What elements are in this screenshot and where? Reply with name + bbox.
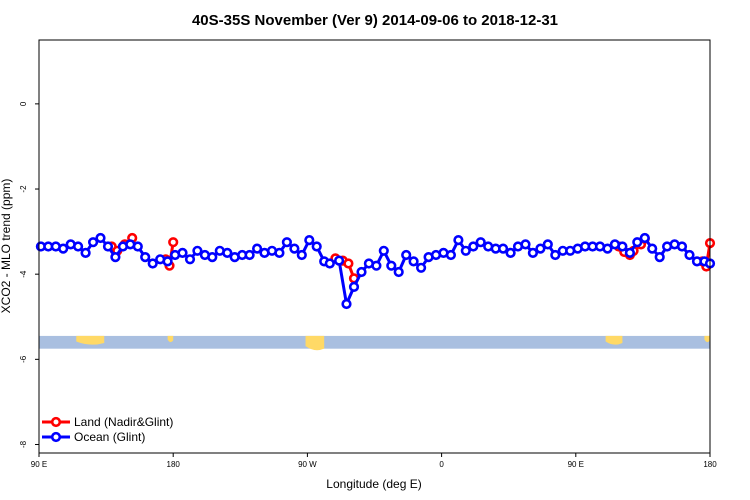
ocean-series-point — [95, 232, 106, 244]
ocean-series-point — [177, 247, 188, 258]
ocean-series-point — [110, 252, 121, 263]
series-layer — [35, 232, 716, 310]
legend-ocean-label: Ocean (Glint) — [74, 430, 145, 444]
x-tick-label: 0 — [439, 460, 444, 469]
legend-ocean-marker — [50, 431, 62, 443]
ocean-series-point — [460, 245, 471, 256]
ocean-series-point — [453, 235, 464, 246]
ocean-series-point — [535, 243, 546, 254]
x-axis: 90 E 180 90 W 0 90 E 180 — [31, 453, 717, 469]
x-tick-label: 90 E — [568, 460, 584, 469]
y-axis: 0 -2 -4 -6 -8 — [19, 101, 39, 448]
ocean-series-point — [132, 241, 143, 252]
ocean-series-point — [184, 254, 196, 265]
land-mass — [167, 335, 174, 343]
ocean-series-point — [401, 249, 412, 261]
y-tick-label: 0 — [19, 101, 28, 106]
ocean-series-point — [602, 243, 613, 254]
land-mass — [76, 335, 105, 345]
x-tick-label: 180 — [703, 460, 717, 469]
ocean-series-point — [244, 249, 255, 261]
ocean-series-point — [80, 247, 91, 258]
ocean-series-point — [147, 258, 158, 269]
legend-land-label: Land (Nadir&Glint) — [74, 415, 173, 429]
ocean-series-point — [140, 252, 151, 263]
x-tick-label: 180 — [167, 460, 181, 469]
ocean-series-point — [356, 266, 367, 278]
ocean-series-point — [684, 249, 695, 261]
map-strip-ocean — [39, 335, 710, 349]
land-mass — [704, 335, 710, 343]
y-tick-label: -2 — [19, 185, 28, 193]
ocean-series-point — [162, 256, 173, 267]
ocean-series-point — [304, 235, 315, 246]
x-tick-label: 90 W — [298, 460, 317, 469]
legend: Land (Nadir&Glint) Ocean (Glint) — [42, 415, 173, 444]
ocean-series-point — [296, 249, 307, 261]
ocean-series-point — [348, 281, 360, 293]
ocean-series-point — [102, 241, 114, 252]
y-axis-label: XCO2 - MLO trend (ppm) — [0, 179, 13, 314]
plot-frame — [38, 39, 711, 454]
ocean-series-point — [498, 243, 509, 254]
ocean-series-point — [520, 239, 531, 250]
ocean-series-point — [624, 247, 636, 258]
ocean-series-point — [542, 239, 553, 250]
ocean-series-point — [87, 237, 99, 248]
ocean-series-point — [408, 256, 419, 267]
ocean-series-point — [341, 298, 352, 310]
land-mass — [605, 335, 623, 345]
ocean-series-point — [639, 232, 650, 244]
ocean-series-point — [311, 241, 322, 252]
ocean-series-point — [289, 243, 300, 254]
land-mass — [305, 335, 325, 351]
legend-land-marker — [50, 416, 62, 428]
ocean-series-point — [676, 241, 688, 252]
y-tick-label: -8 — [19, 440, 28, 448]
ocean-series-point — [334, 255, 345, 266]
ocean-series-point — [324, 258, 335, 269]
y-tick-label: -4 — [19, 270, 28, 278]
ocean-series-point — [222, 247, 233, 258]
land-series-point — [168, 237, 179, 248]
land-series-point — [343, 258, 354, 269]
map-strip-land — [76, 335, 710, 351]
ocean-series-point — [281, 237, 293, 248]
chart-title: 40S-35S November (Ver 9) 2014-09-06 to 2… — [192, 12, 558, 29]
ocean-series-point — [386, 260, 397, 271]
ocean-series-point — [647, 243, 658, 254]
ocean-series-point — [550, 249, 561, 261]
ocean-series-point — [416, 262, 427, 273]
ocean-series-point — [192, 245, 203, 256]
ocean-series-point — [72, 241, 84, 252]
ocean-series-point — [252, 243, 263, 254]
ocean-series-point — [371, 260, 382, 271]
ocean-series-point — [505, 247, 516, 258]
ocean-series-point — [58, 243, 69, 254]
ocean-series-point — [617, 241, 628, 252]
ocean-series-point — [475, 237, 486, 248]
ocean-series-point — [445, 249, 457, 261]
ocean-series-point — [468, 241, 479, 252]
ocean-series-point — [527, 247, 539, 258]
x-axis-label: Longitude (deg E) — [326, 477, 421, 491]
x-tick-label: 90 E — [31, 460, 47, 469]
ocean-series-point — [632, 237, 643, 248]
ocean-series-point — [207, 252, 218, 263]
ocean-series-point — [393, 266, 404, 278]
ocean-series-point — [274, 247, 285, 258]
ocean-series-point — [378, 245, 389, 256]
ocean-series-point — [654, 252, 665, 263]
y-tick-label: -6 — [19, 355, 28, 363]
